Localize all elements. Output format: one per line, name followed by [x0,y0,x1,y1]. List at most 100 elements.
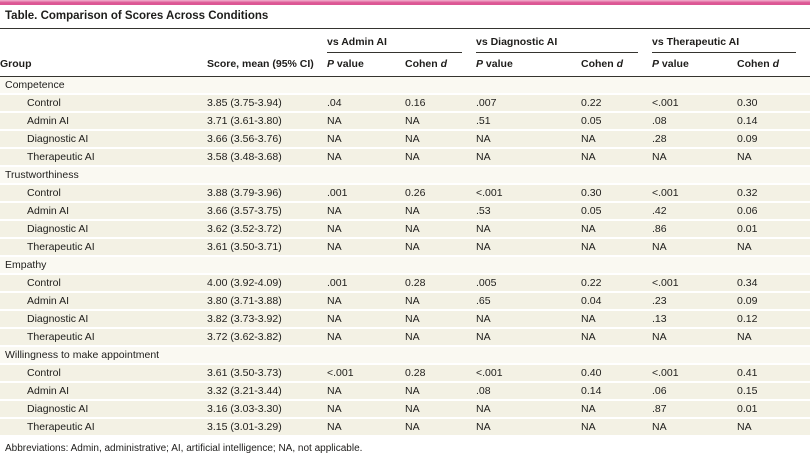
cohen-d-cell: 0.16 [405,94,476,113]
p-value-cell: .53 [476,202,581,221]
p-value-cell: NA [476,148,581,167]
cohen-d-cell: NA [581,310,652,329]
table-row: Therapeutic AI 3.58 (3.48-3.68) NA NA NA NA NA… [0,148,810,167]
p-value-cell: NA [652,148,737,167]
p-rest: value [483,58,513,70]
p-value-cell: NA [327,148,405,167]
cohen-d-cell: NA [405,310,476,329]
row-group-label: Admin AI [0,112,207,131]
table-row: Therapeutic AI 3.61 (3.50-3.71) NA NA NA NA NA… [0,238,810,257]
cohen-prefix: Cohen [581,58,617,70]
row-group-label: Diagnostic AI [0,220,207,239]
p-value-cell: .001 [327,274,405,293]
p-value-cell: <.001 [652,364,737,383]
row-group-label: Admin AI [0,202,207,221]
score-cell: 3.85 (3.75-3.94) [207,94,327,113]
column-group-vs-therapeutic-ai: vs Therapeutic AI [652,36,797,53]
header-spacer [0,29,327,53]
cohen-d-cell: NA [581,130,652,149]
cohen-d-cell: NA [737,148,810,167]
row-group-label: Therapeutic AI [0,328,207,347]
row-group-label: Control [0,364,207,383]
cohen-italic: d [440,58,448,70]
table-row: Diagnostic AI 3.66 (3.56-3.76) NA NA NA NA .28… [0,130,810,149]
accent-top-bar [0,0,810,5]
cohen-d-cell: 0.14 [581,382,652,401]
p-value-cell: .007 [476,94,581,113]
cohen-d-cell: NA [405,220,476,239]
p-value-cell: <.001 [652,94,737,113]
row-group-label: Control [0,94,207,113]
column-group-vs-admin-ai: vs Admin AI [327,36,462,53]
p-value-cell: NA [652,238,737,257]
cohen-d-cell: 0.04 [581,292,652,311]
cohen-d-cell: 0.05 [581,202,652,221]
p-value-cell: NA [476,238,581,257]
cohen-d-cell: 0.40 [581,364,652,383]
score-cell: 3.62 (3.52-3.72) [207,220,327,239]
p-value-cell: NA [652,418,737,437]
p-value-cell: NA [476,328,581,347]
section-row: Trustworthiness [0,166,810,185]
row-group-label: Control [0,274,207,293]
score-cell: 3.66 (3.57-3.75) [207,202,327,221]
p-italic: P [327,58,335,70]
cohen-d-cell: 0.28 [405,274,476,293]
cohen-d-cell: NA [405,112,476,131]
p-value-cell: NA [327,112,405,131]
table-row: Therapeutic AI 3.15 (3.01-3.29) NA NA NA NA NA… [0,418,810,437]
p-value-cell: <.001 [652,274,737,293]
cohen-d-cell: 0.06 [737,202,810,221]
p-value-cell: .86 [652,220,737,239]
p-value-cell: <.001 [652,184,737,203]
table-row: Control 4.00 (3.92-4.09) .001 0.28.005 0.22 <… [0,274,810,293]
cohen-d-cell: 0.15 [737,382,810,401]
cohen-d-cell: NA [405,328,476,347]
col-header-cohen-d-1: Cohen d [405,53,476,77]
cohen-d-cell: 0.41 [737,364,810,383]
p-value-cell: NA [327,382,405,401]
p-value-cell: NA [327,292,405,311]
cohen-d-cell: 0.32 [737,184,810,203]
p-value-cell: NA [327,418,405,437]
p-value-cell: .06 [652,382,737,401]
p-value-cell: <.001 [327,364,405,383]
column-group-vs-diagnostic-ai: vs Diagnostic AI [476,36,638,53]
p-value-cell: .28 [652,130,737,149]
p-value-cell: .001 [327,184,405,203]
cohen-d-cell: NA [405,202,476,221]
cohen-prefix: Cohen [405,58,441,70]
comparison-group-header-row: vs Admin AI vs Diagnostic AI vs Therapeu… [0,29,810,53]
col-header-score: Score, mean (95% CI) [207,53,327,77]
p-value-cell: NA [327,400,405,419]
cohen-italic: d [772,58,780,70]
score-cell: 3.66 (3.56-3.76) [207,130,327,149]
p-value-cell: .13 [652,310,737,329]
p-value-cell: NA [476,220,581,239]
table-title: Table. Comparison of Scores Across Condi… [0,5,810,29]
cohen-d-cell: 0.09 [737,292,810,311]
col-header-p-value-2: P value [476,53,581,77]
p-value-cell: .04 [327,94,405,113]
p-italic: P [476,58,484,70]
p-value-cell: NA [476,130,581,149]
section-label: Competence [0,76,810,95]
cohen-d-cell: 0.30 [581,184,652,203]
cohen-d-cell: NA [737,418,810,437]
cohen-d-cell: 0.12 [737,310,810,329]
row-group-label: Diagnostic AI [0,310,207,329]
col-header-cohen-d-3: Cohen d [737,53,810,77]
score-cell: 3.72 (3.62-3.82) [207,328,327,347]
row-group-label: Therapeutic AI [0,418,207,437]
score-cell: 3.32 (3.21-3.44) [207,382,327,401]
cohen-d-cell: NA [405,148,476,167]
cohen-d-cell: NA [405,400,476,419]
score-cell: 3.16 (3.03-3.30) [207,400,327,419]
p-italic: P [652,58,660,70]
cohen-d-cell: NA [737,238,810,257]
table-header: vs Admin AI vs Diagnostic AI vs Therapeu… [0,29,810,77]
p-value-cell: .005 [476,274,581,293]
cohen-d-cell: NA [737,328,810,347]
cohen-prefix: Cohen [737,58,773,70]
score-cell: 3.82 (3.73-3.92) [207,310,327,329]
